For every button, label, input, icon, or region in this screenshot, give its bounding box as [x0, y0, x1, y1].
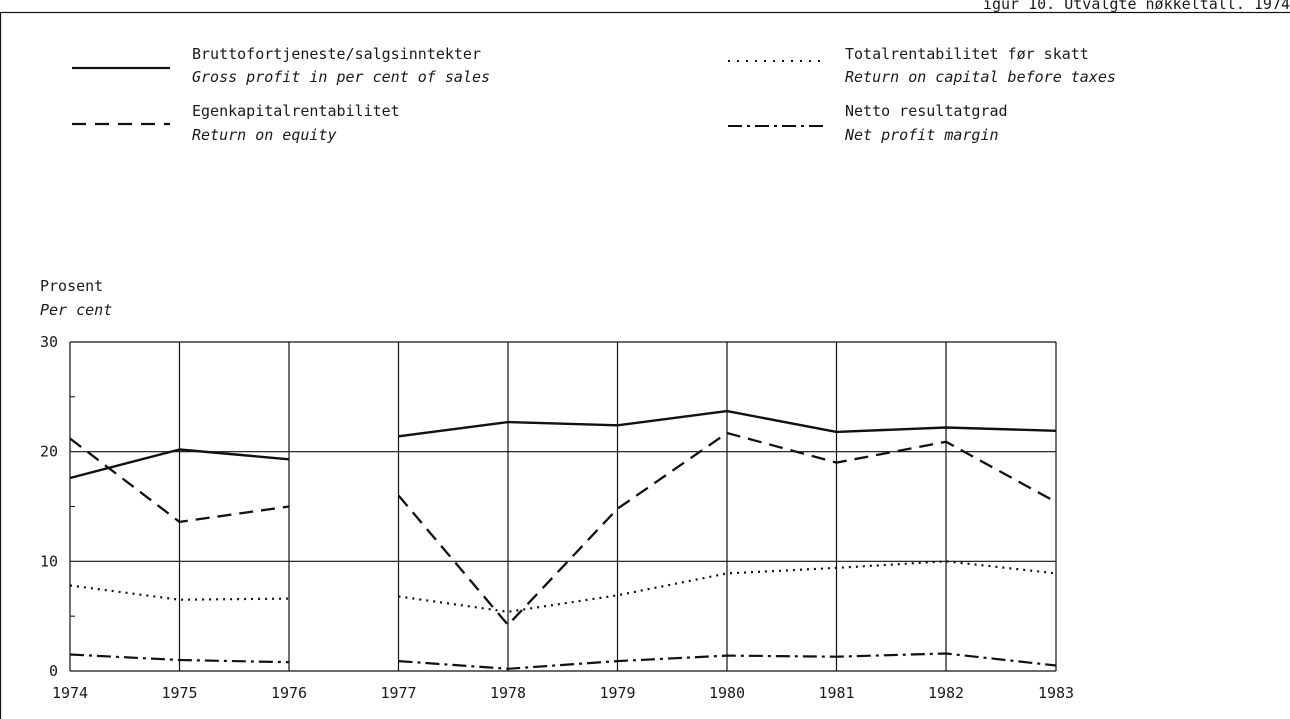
data-series — [69, 409, 1057, 670]
legend-label-gross-profit: Bruttofortjeneste/salgsinntekter — [192, 45, 481, 63]
x-tick-label: 1974 — [52, 684, 88, 702]
y-tick-label: 20 — [40, 443, 58, 461]
x-tick-label: 1980 — [709, 684, 745, 702]
series-line-2 — [397, 431, 1057, 627]
legend: Bruttofortjeneste/salgsinntekter Gross p… — [72, 45, 1116, 144]
x-tick-label: 1978 — [490, 684, 526, 702]
legend-label-return-on-equity: Egenkapitalrentabilitet — [192, 102, 400, 120]
series-line-3 — [398, 652, 1057, 670]
x-tick-label: 1975 — [161, 684, 197, 702]
y-tick-label: 10 — [40, 552, 58, 570]
legend-sublabel-return-on-equity: Return on equity — [192, 126, 337, 144]
legend-label-net-profit-margin: Netto resultatgrad — [845, 102, 1008, 120]
y-axis-subtitle: Per cent — [40, 301, 112, 319]
legend-sublabel-gross-profit: Gross profit in per cent of sales — [192, 68, 490, 86]
x-tick-label: 1983 — [1038, 684, 1074, 702]
plot-grid — [69, 341, 1057, 672]
series-line-2 — [69, 437, 290, 524]
x-tick-label: 1981 — [818, 684, 854, 702]
y-tick-label: 0 — [49, 662, 58, 680]
figure-border — [0, 11, 1290, 719]
x-tick-label: 1979 — [599, 684, 635, 702]
legend-label-return-on-capital: Totalrentabilitet før skatt — [845, 45, 1089, 63]
y-axis-title: Prosent — [40, 277, 103, 295]
x-tick-label: 1976 — [271, 684, 307, 702]
axis-ticks: 0 10 20 30 1974 1975 1976 1977 1978 1979 1980 1981 1… — [40, 333, 1074, 702]
series-line-0 — [69, 448, 290, 480]
x-tick-label: 1977 — [380, 684, 416, 702]
series-line-3 — [69, 653, 290, 664]
series-line-1 — [69, 584, 290, 601]
figure-header-text: igur 10. Utvalgte nøkkeltall. 1974 — [983, 0, 1290, 13]
x-tick-label: 1982 — [928, 684, 964, 702]
series-line-0 — [398, 409, 1057, 438]
y-tick-label: 30 — [40, 333, 58, 351]
legend-sublabel-return-on-capital: Return on capital before taxes — [845, 68, 1116, 86]
legend-sublabel-net-profit-margin: Net profit margin — [844, 126, 999, 144]
